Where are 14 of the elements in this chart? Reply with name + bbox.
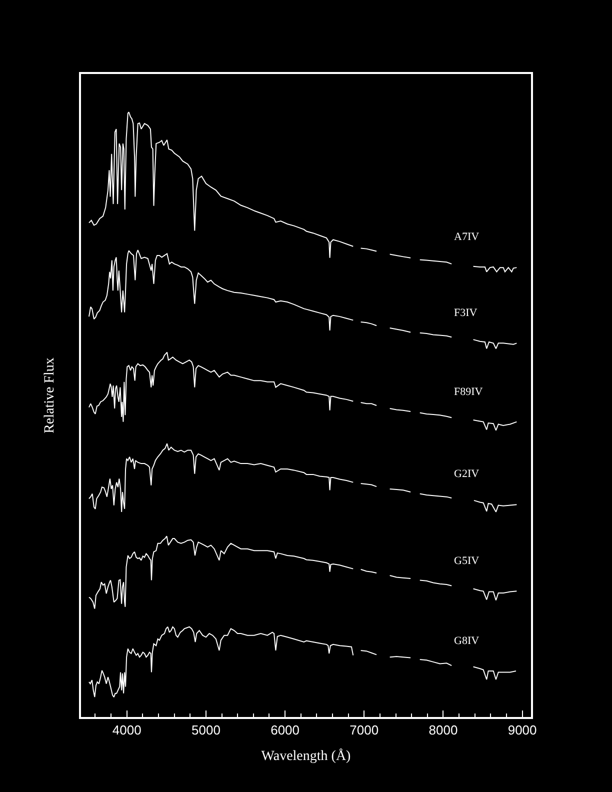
- x-tick-label: 6000: [270, 722, 300, 738]
- series-label: F3IV: [454, 307, 478, 319]
- series-label: G2IV: [454, 468, 480, 480]
- series-label: F89IV: [454, 386, 483, 398]
- x-tick-label: 7000: [350, 722, 379, 738]
- series-label: G5IV: [454, 555, 480, 567]
- x-tick-label: 4000: [112, 722, 142, 738]
- x-tick-label: 5000: [192, 722, 220, 738]
- y-axis-title: Relative Flux: [42, 358, 58, 434]
- series-label: G8IV: [454, 635, 480, 647]
- series-label: A7IV: [454, 231, 480, 243]
- x-tick-label: 9000: [508, 722, 537, 738]
- x-tick-label: 8000: [428, 722, 458, 738]
- x-axis-title: Wavelength (Å): [261, 748, 352, 764]
